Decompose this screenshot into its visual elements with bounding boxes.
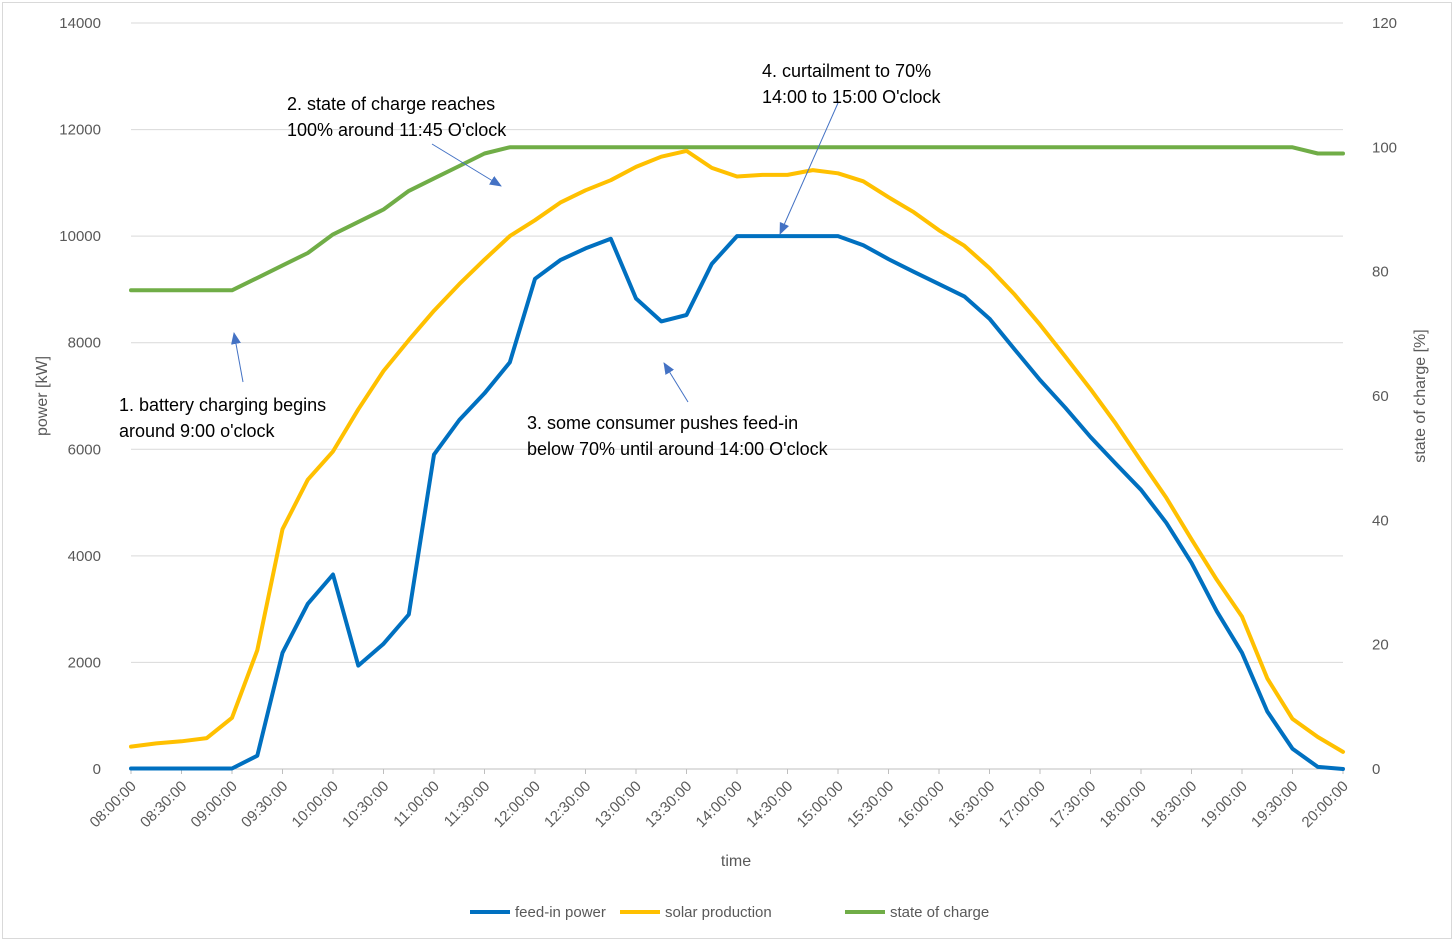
x-tick-label: 18:00:00 xyxy=(1097,778,1150,831)
annotation-arrows xyxy=(231,102,839,403)
annotation-2-line: 100% around 11:45 O'clock xyxy=(287,120,507,140)
x-tick-label: 11:30:00 xyxy=(441,778,494,831)
annotation-arrow-2 xyxy=(431,143,502,187)
series-line-feed-in-power xyxy=(129,234,1345,771)
y2-tick-label: 20 xyxy=(1372,637,1389,654)
y-axis-title: power [kW] xyxy=(34,356,51,436)
x-tick-label: 19:00:00 xyxy=(1198,778,1251,831)
x-tick-label: 15:00:00 xyxy=(794,778,847,831)
annotation-1-line: 1. battery charging begins xyxy=(119,395,326,415)
annotation-3-line: 3. some consumer pushes feed-in xyxy=(527,413,798,433)
y2-tick-label: 40 xyxy=(1372,512,1389,529)
x-tick-label: 13:30:00 xyxy=(642,778,695,831)
annotation-3-line: below 70% until around 14:00 O'clock xyxy=(527,439,829,459)
y2-tick-label: 120 xyxy=(1372,15,1397,32)
annotation-4-line: 4. curtailment to 70% xyxy=(762,61,931,81)
x-tick-label: 09:30:00 xyxy=(238,778,291,831)
annotation-4-line: 14:00 to 15:00 O'clock xyxy=(762,87,942,107)
y-tick-label: 14000 xyxy=(59,15,101,32)
x-tick-label: 12:00:00 xyxy=(491,778,544,831)
x-tick-label: 20:00:00 xyxy=(1299,778,1352,831)
y2-tick-label: 0 xyxy=(1372,761,1380,778)
annotation-1-line: around 9:00 o'clock xyxy=(119,421,276,441)
series-lines xyxy=(129,145,1345,771)
y-tick-label: 4000 xyxy=(68,548,101,565)
x-tick-label: 14:00:00 xyxy=(693,778,746,831)
annotation-arrow-1 xyxy=(231,332,244,383)
x-tick-label: 10:30:00 xyxy=(339,778,392,831)
legend-label: state of charge xyxy=(890,904,989,921)
x-tick-label: 13:00:00 xyxy=(592,778,645,831)
x-tick-label: 10:00:00 xyxy=(289,778,342,831)
series-line-state-of-charge xyxy=(129,145,1345,293)
y-tick-label: 10000 xyxy=(59,228,101,245)
x-tick-label: 09:00:00 xyxy=(188,778,241,831)
y-tick-label: 8000 xyxy=(68,335,101,352)
x-axis-title: time xyxy=(721,853,751,870)
annotation-arrow-4 xyxy=(779,102,839,235)
x-tick-label: 19:30:00 xyxy=(1248,778,1301,831)
annotations: 1. battery charging begins around 9:00 o'… xyxy=(119,61,942,459)
annotation-2-line: 2. state of charge reaches xyxy=(287,94,495,114)
x-tick-label: 15:30:00 xyxy=(844,778,897,831)
y2-tick-label: 100 xyxy=(1372,139,1397,156)
y-tick-label: 2000 xyxy=(68,654,101,671)
x-tick-label: 16:00:00 xyxy=(895,778,948,831)
x-tick-label: 08:00:00 xyxy=(87,778,140,831)
legend-label: feed-in power xyxy=(515,904,606,921)
annotation-arrow-3 xyxy=(663,362,689,403)
series-line-solar-production xyxy=(129,148,1345,754)
y2-axis-title: state of charge [%] xyxy=(1412,329,1429,462)
y2-tick-label: 80 xyxy=(1372,264,1389,281)
y-tick-label: 6000 xyxy=(68,441,101,458)
legend: feed-in power solar production state of ch… xyxy=(470,904,989,921)
x-tick-label: 17:00:00 xyxy=(996,778,1049,831)
y-tick-label: 12000 xyxy=(59,122,101,139)
x-tick-label: 08:30:00 xyxy=(137,778,190,831)
x-tick-label: 11:00:00 xyxy=(390,778,443,831)
y-tick-label: 0 xyxy=(93,761,101,778)
x-tick-label: 16:30:00 xyxy=(945,778,998,831)
legend-label: solar production xyxy=(665,904,772,921)
x-tick-label: 14:30:00 xyxy=(743,778,796,831)
y2-tick-label: 60 xyxy=(1372,388,1389,405)
x-tick-label: 18:30:00 xyxy=(1147,778,1200,831)
x-tick-label: 17:30:00 xyxy=(1046,778,1099,831)
x-tick-label: 12:30:00 xyxy=(541,778,594,831)
